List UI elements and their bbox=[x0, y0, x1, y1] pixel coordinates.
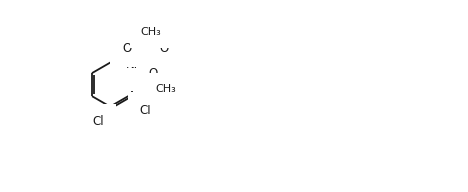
Text: O: O bbox=[159, 42, 168, 55]
Text: O: O bbox=[163, 95, 172, 108]
Text: CH₃: CH₃ bbox=[141, 27, 161, 37]
Text: CH₃: CH₃ bbox=[155, 84, 176, 94]
Text: O: O bbox=[144, 47, 153, 60]
Text: NH: NH bbox=[125, 58, 143, 71]
Text: O: O bbox=[122, 42, 131, 55]
Text: O: O bbox=[148, 67, 157, 80]
Text: Cl: Cl bbox=[93, 115, 104, 128]
Text: O: O bbox=[140, 67, 149, 80]
Text: Cl: Cl bbox=[140, 104, 151, 117]
